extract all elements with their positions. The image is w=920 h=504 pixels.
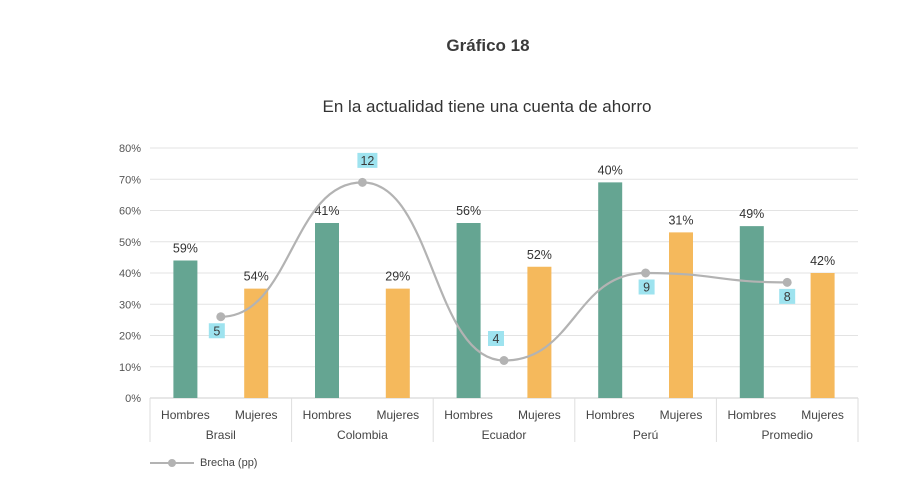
y-tick-label: 60% — [119, 206, 141, 218]
x-subcategory-label: Mujeres — [518, 408, 561, 422]
bar-value-label: 42% — [810, 254, 835, 268]
gap-point — [499, 356, 509, 365]
bar-mujeres-colombia — [385, 288, 410, 398]
bar-mujeres-promedio — [810, 273, 835, 398]
bar-hombres-brasil — [173, 260, 198, 398]
bar-value-label: 52% — [527, 248, 552, 262]
x-subcategory-label: Hombres — [727, 408, 776, 422]
gap-point — [782, 277, 792, 287]
gap-value-label: 5 — [213, 324, 220, 338]
y-tick-label: 40% — [119, 268, 141, 280]
legend-line-marker-icon — [150, 455, 194, 471]
gap-point — [641, 268, 651, 278]
chart-title: En la actualidad tiene una cuenta de aho… — [322, 97, 652, 116]
gap-value-label: 12 — [360, 154, 374, 168]
bar-value-label: 40% — [598, 163, 623, 177]
bar-mujeres-ecuador — [527, 266, 552, 398]
x-group-label: Ecuador — [482, 428, 527, 442]
x-group-label: Promedio — [762, 428, 814, 442]
x-subcategory-label: Hombres — [303, 408, 352, 422]
x-subcategory-label: Mujeres — [376, 408, 419, 422]
gap-label-box — [208, 323, 225, 339]
bar-hombres-colombia — [315, 223, 339, 398]
bar-mujeres-perú — [669, 232, 693, 398]
x-group-label: Colombia — [337, 428, 388, 442]
bar-value-label: 54% — [244, 270, 269, 284]
legend-label-brecha: Brecha (pp) — [200, 457, 258, 469]
x-group-label: Perú — [633, 428, 658, 442]
bar-hombres-perú — [598, 182, 623, 398]
bar-value-label: 49% — [739, 207, 764, 221]
bar-mujeres-brasil — [244, 288, 269, 398]
gap-value-label: 9 — [643, 281, 650, 295]
y-tick-label: 70% — [119, 174, 141, 186]
gap-value-label: 8 — [784, 290, 791, 304]
bar-value-label: 56% — [456, 204, 481, 218]
x-subcategory-label: Hombres — [161, 408, 210, 422]
gap-label-box — [638, 279, 655, 295]
y-tick-label: 10% — [119, 362, 141, 374]
x-group-label: Brasil — [206, 428, 236, 442]
gap-label-box — [488, 331, 504, 346]
bar-value-label: 59% — [173, 242, 198, 256]
bar-value-label: 29% — [385, 270, 410, 284]
x-subcategory-label: Hombres — [586, 408, 635, 422]
bar-hombres-promedio — [739, 226, 764, 398]
gap-value-label: 4 — [493, 332, 500, 346]
x-subcategory-label: Mujeres — [235, 408, 278, 422]
y-tick-label: 50% — [119, 237, 141, 249]
figure-label: Gráfico 18 — [446, 36, 530, 55]
bar-value-label: 41% — [314, 204, 339, 218]
y-tick-label: 20% — [119, 331, 141, 343]
bar-value-label: 31% — [668, 213, 693, 227]
gap-series-line — [220, 181, 788, 362]
x-subcategory-label: Mujeres — [660, 408, 703, 422]
gap-label-box — [779, 288, 796, 304]
x-subcategory-label: Mujeres — [801, 408, 844, 422]
y-tick-label: 0% — [125, 393, 141, 405]
y-tick-label: 30% — [119, 299, 141, 311]
legend: Brecha (pp) — [150, 455, 257, 471]
y-tick-label: 80% — [119, 143, 141, 155]
x-subcategory-label: Hombres — [444, 408, 493, 422]
gap-point — [216, 312, 226, 322]
gap-label-box — [357, 152, 378, 168]
gap-point — [357, 177, 367, 187]
bar-hombres-ecuador — [456, 223, 481, 398]
